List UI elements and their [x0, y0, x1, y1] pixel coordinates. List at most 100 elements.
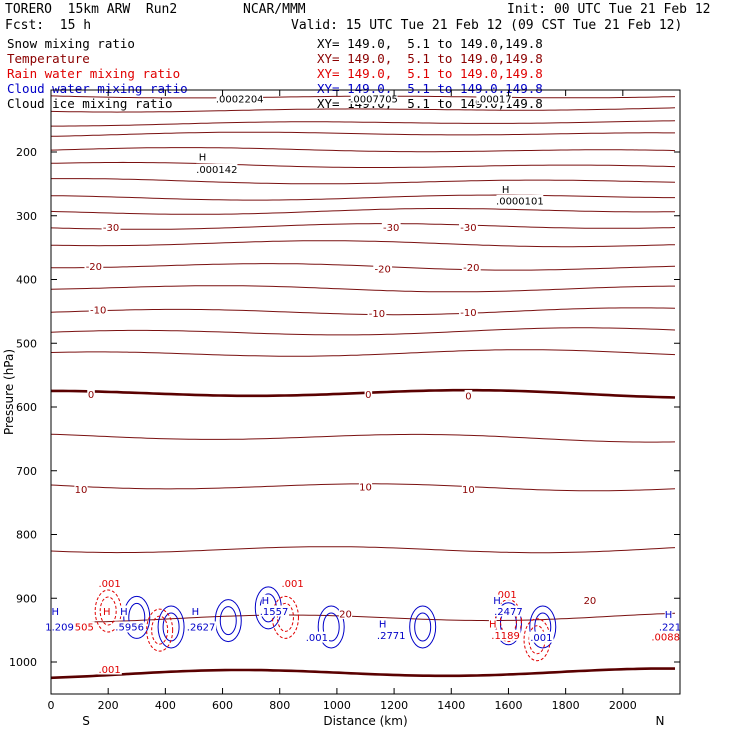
north-endpoint-label: N — [656, 714, 665, 728]
temperature-label: 10 — [462, 485, 475, 496]
cloud-water-label: .221 — [659, 623, 681, 634]
cloud-water-label-bg — [51, 605, 60, 617]
cloud-water-contour — [414, 612, 432, 642]
temperature-label-bg — [101, 221, 121, 233]
temperature-label: 0 — [365, 390, 371, 401]
temperature-label-bg — [358, 481, 373, 493]
rain-contour — [151, 615, 169, 645]
temperature-label: -20 — [86, 262, 102, 273]
x-tick-label: 200 — [98, 699, 119, 712]
snow-label: .0007705 — [350, 94, 398, 105]
field-cloud-water-xy: XY= 149.0, 5.1 to 149.0,149.8 — [317, 81, 543, 96]
rain-label: .001 — [281, 579, 303, 590]
cloud-water-label-bg — [304, 631, 330, 643]
temperature-label: 20 — [339, 609, 352, 620]
x-tick-label: 600 — [212, 699, 233, 712]
cloud-ice-label: H — [199, 152, 207, 163]
cloud-water-contour — [529, 605, 557, 649]
cloud-water-contour — [219, 606, 237, 636]
cloud-water-contour — [214, 599, 242, 643]
field-cloud-ice-name: Cloud ice mixing ratio — [7, 96, 173, 111]
field-rain-xy: XY= 149.0, 5.1 to 149.0,149.8 — [317, 66, 543, 81]
x-tick-label: 1600 — [494, 699, 522, 712]
rain-label: H — [489, 620, 497, 631]
y-tick-label: 200 — [16, 146, 37, 159]
temperature-contour — [50, 223, 676, 230]
cloud-water-label: .001 — [530, 633, 552, 644]
rain-label: .001 — [494, 590, 516, 601]
rain-label-bg — [650, 631, 681, 642]
rain-contour — [271, 595, 299, 639]
field-snow-name: Snow mixing ratio — [7, 36, 135, 51]
field-temperature-name: Temperature — [7, 51, 90, 66]
temperature-contour — [50, 285, 675, 293]
cloud-water-label: 1.209 — [45, 623, 74, 634]
x-tick-label: 1000 — [323, 699, 351, 712]
cloud-water-label-bg — [657, 621, 683, 633]
temperature-label-bg — [74, 483, 88, 495]
temperature-label-bg — [461, 261, 481, 273]
field-snow-xy: XY= 149.0, 5.1 to 149.0,149.8 — [317, 36, 543, 51]
rain-label-bg — [280, 577, 305, 589]
x-tick-label: 2000 — [609, 699, 637, 712]
rain-contour — [99, 596, 117, 626]
cloud-water-contour — [157, 605, 185, 649]
cloud-water-label-bg — [378, 618, 387, 630]
rain-label-bg — [97, 663, 122, 675]
y-tick-label: 500 — [16, 337, 37, 350]
cloud-water-label: H — [379, 620, 387, 631]
rain-label-bg — [97, 577, 122, 589]
temperature-label-bg — [381, 221, 401, 233]
model-run-title: TORERO 15km ARW Run2 — [5, 2, 178, 17]
cloud-ice-label-bg — [496, 194, 544, 206]
cloud-water-label-bg — [259, 605, 290, 617]
y-tick-label: 400 — [16, 274, 37, 287]
x-tick-label: 1400 — [437, 699, 465, 712]
rain-label-bg — [102, 605, 111, 617]
cloud-water-label-bg — [114, 621, 145, 633]
rain-label-bg — [490, 629, 521, 641]
temperature-label: -20 — [463, 263, 479, 274]
cloud-water-label-bg — [493, 605, 524, 617]
temperature-contour — [50, 433, 676, 443]
temperature-contour — [50, 349, 676, 357]
temperature-contour — [50, 107, 676, 113]
temperature-label-bg — [367, 307, 387, 319]
cloud-ice-label: H — [502, 185, 510, 196]
rain-label-bg — [488, 618, 497, 630]
rain-label: .0505 — [65, 623, 94, 634]
y-tick-label: 800 — [16, 529, 37, 542]
y-tick-label: 1000 — [9, 656, 37, 669]
rain-label: .0088 — [651, 632, 680, 643]
temperature-contour — [50, 147, 676, 153]
temperature-contour — [51, 178, 676, 185]
temperature-contour — [50, 307, 676, 316]
temperature-label: 0 — [88, 390, 94, 401]
x-tick-label: 0 — [48, 699, 55, 712]
temperature-contour — [50, 327, 676, 336]
snow-label: .0002204 — [216, 94, 264, 105]
temperature-contour — [50, 240, 676, 248]
forecast-hour: Fcst: 15 h — [5, 18, 92, 33]
cloud-water-label-bg — [191, 605, 200, 617]
temperature-label-bg — [461, 483, 476, 495]
cloud-ice-label-bg — [501, 183, 510, 195]
temperature-label-bg — [364, 388, 373, 400]
rain-label: .1189 — [491, 631, 520, 642]
valid-time: Valid: 15 UTC Tue 21 Feb 12 (09 CST Tue … — [291, 18, 683, 33]
temperature-label: -30 — [460, 223, 476, 234]
temperature-contour — [51, 388, 676, 399]
cloud-water-contour — [322, 612, 340, 642]
temperature-label: -30 — [103, 223, 119, 234]
cloud-ice-label-bg — [198, 150, 207, 162]
cloud-water-label-bg — [529, 631, 554, 643]
temperature-label-bg — [459, 221, 478, 233]
snow-label: .00017 — [477, 94, 512, 105]
rain-label: .001 — [98, 665, 120, 676]
x-axis-title: Distance (km) — [323, 714, 407, 728]
field-temperature-xy: XY= 149.0, 5.1 to 149.0,149.8 — [317, 51, 543, 66]
temperature-contour — [51, 263, 676, 271]
cloud-water-label: H — [665, 610, 673, 621]
cloud-water-label: .2627 — [187, 623, 216, 634]
